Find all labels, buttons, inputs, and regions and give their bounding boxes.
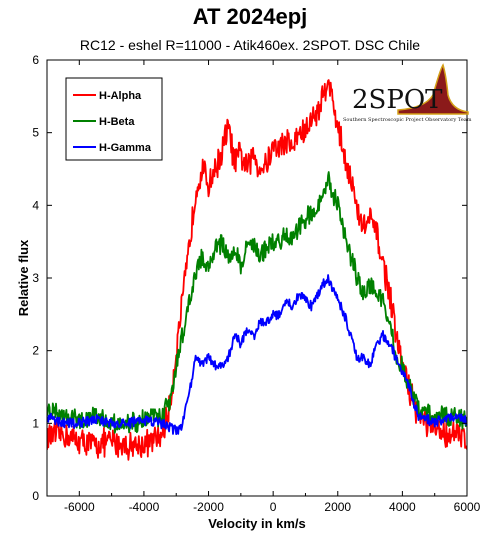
x-tick-label: 6000 xyxy=(454,500,481,514)
x-axis-label: Velocity in km/s xyxy=(208,516,306,531)
legend: H-Alpha H-Beta H-Gamma xyxy=(65,77,163,161)
legend-label: H-Beta xyxy=(99,116,135,128)
chart-subtitle: RC12 - eshel R=11000 - Atik460ex. 2SPOT.… xyxy=(79,37,421,53)
series-line-h-beta xyxy=(47,171,467,434)
logo-tagline: Southern Spectroscopic Project Observato… xyxy=(343,117,472,123)
logo-spectrum-icon xyxy=(397,63,469,115)
series-line-h-alpha xyxy=(47,79,467,461)
x-tick-label: -6000 xyxy=(64,500,95,514)
y-tick-label: 3 xyxy=(32,271,39,285)
x-tick-label: 0 xyxy=(270,500,277,514)
legend-label: H-Alpha xyxy=(99,90,142,102)
plot-area xyxy=(47,79,467,461)
x-tick-label: 2000 xyxy=(324,500,351,514)
y-tick-label: 2 xyxy=(32,344,39,358)
y-tick-label: 1 xyxy=(32,416,39,430)
x-tick-label: -4000 xyxy=(129,500,160,514)
y-tick-label: 6 xyxy=(32,53,39,67)
logo-text: 2SPOT xyxy=(352,85,443,115)
y-tick-label: 4 xyxy=(32,198,39,212)
axes: -6000 -4000 -2000 0 2000 4000 6000 0 1 2 3 4 5 6 Veloc… xyxy=(16,53,481,531)
y-axis-label: Relative flux xyxy=(16,239,31,316)
legend-label: H-Gamma xyxy=(99,142,152,154)
y-tick-label: 5 xyxy=(32,126,39,140)
chart-title: AT 2024epj xyxy=(192,4,308,29)
series-line-h-gamma xyxy=(47,274,467,435)
x-tick-label: 4000 xyxy=(389,500,416,514)
2spot-logo: 2SPOT Southern Spectroscopic Project Obse… xyxy=(343,63,472,123)
y-tick-label: 0 xyxy=(32,489,39,503)
x-tick-label: -2000 xyxy=(193,500,224,514)
